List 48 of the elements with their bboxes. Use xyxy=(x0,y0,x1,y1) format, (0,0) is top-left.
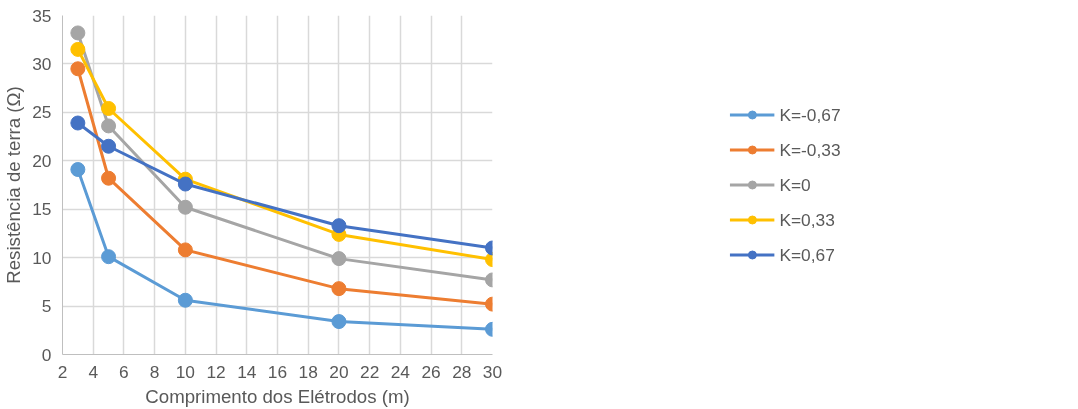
x-tick-label: 26 xyxy=(421,361,441,382)
point xyxy=(101,118,117,134)
point xyxy=(101,101,117,116)
y-tick-label: 15 xyxy=(32,199,52,220)
point xyxy=(177,242,193,258)
point xyxy=(70,115,86,131)
y-tick-label: 20 xyxy=(32,150,52,171)
point xyxy=(101,249,117,265)
x-tick-label: 2 xyxy=(57,361,68,382)
point xyxy=(70,41,86,57)
x-tick-label: 6 xyxy=(119,361,129,382)
x-tick-label: 28 xyxy=(452,361,472,382)
point xyxy=(70,25,86,41)
point xyxy=(177,292,193,308)
legend-label: K=0 xyxy=(779,174,811,195)
legend-label: K=-0,67 xyxy=(779,104,841,125)
x-tick-label: 24 xyxy=(390,361,411,382)
x-tick-label: 4 xyxy=(88,361,99,382)
x-tick-label: 16 xyxy=(267,361,288,382)
y-axis-title: Resistência de terra (Ω) xyxy=(3,86,25,284)
x-tick-label: 12 xyxy=(206,361,226,382)
x-tick-label: 14 xyxy=(237,361,257,382)
x-tick-label: 8 xyxy=(149,361,160,382)
point xyxy=(70,61,86,77)
x-axis-title: Comprimento dos Elétrodos (m) xyxy=(145,385,410,407)
x-tick-label: 20 xyxy=(329,361,349,382)
x-tick-label: 18 xyxy=(298,361,318,382)
point xyxy=(331,251,347,267)
x-tick-label: 10 xyxy=(175,361,195,382)
y-tick-label: 5 xyxy=(41,296,52,317)
point xyxy=(177,176,193,192)
point xyxy=(331,218,347,234)
legend-label: K=-0,33 xyxy=(779,139,841,160)
legend-label: K=0,33 xyxy=(779,209,835,230)
x-tick-label: 22 xyxy=(360,361,380,382)
point xyxy=(331,314,347,330)
y-tick-label: 10 xyxy=(32,247,52,268)
point xyxy=(101,170,117,186)
y-tick-label: 35 xyxy=(32,5,52,26)
point xyxy=(70,162,86,177)
legend-label: K=0,67 xyxy=(779,244,835,265)
y-tick-label: 30 xyxy=(32,53,52,74)
x-tick-label: 30 xyxy=(482,361,503,382)
point xyxy=(331,281,347,297)
y-tick-label: 0 xyxy=(41,344,52,365)
point xyxy=(177,199,193,215)
y-tick-label: 25 xyxy=(32,102,52,123)
point xyxy=(101,138,117,154)
